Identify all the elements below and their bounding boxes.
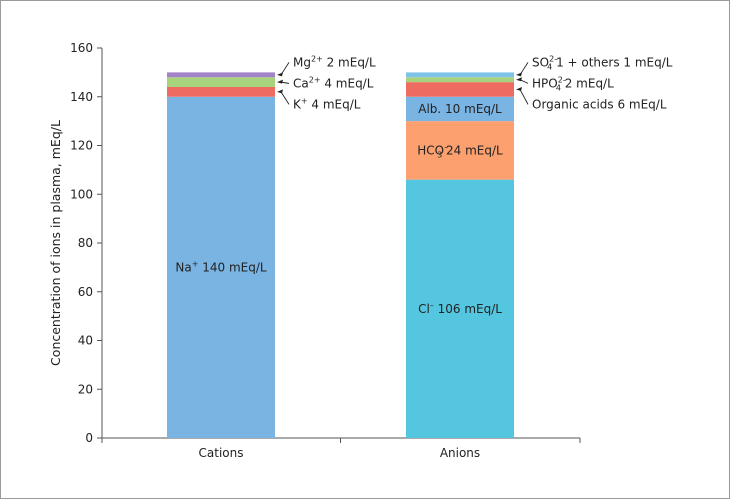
annotation-arrowhead [516, 77, 522, 82]
x-category-label: Anions [440, 446, 480, 460]
bar-segment-alb- [406, 96, 514, 122]
y-tick-label: 60 [78, 285, 93, 299]
bar-segment-hpo4-2- [406, 77, 514, 83]
bar-segment-organic-acids [406, 82, 514, 97]
annotation-arrowhead [516, 72, 522, 77]
annotation-label: Organic acids 6 mEq/L [532, 97, 667, 111]
annotation-label: K+ 4 mEq/L [293, 96, 361, 111]
y-tick-label: 140 [70, 90, 93, 104]
segment-label: HCO– 3 24 mEq/L [417, 142, 503, 159]
bar-segment-k- [167, 87, 275, 97]
annotation-leader [519, 89, 529, 105]
annotation-arrowhead [277, 72, 283, 77]
y-tick-label: 20 [78, 382, 93, 396]
y-tick-label: 120 [70, 139, 93, 153]
bar-segment-cl- [406, 179, 514, 438]
y-axis-title: Concentration of ions in plasma, mEq/L [48, 120, 63, 366]
segment-label: Alb. 10 mEq/L [418, 102, 502, 116]
y-tick-label: 100 [70, 187, 93, 201]
bar-segment-hco3- [406, 121, 514, 180]
bar-segment-na- [167, 96, 275, 438]
annotation-arrowhead [277, 79, 283, 84]
bar-segment-so4-2-others [406, 72, 514, 78]
x-category-label: Cations [199, 446, 244, 460]
annotation-label: HPO2– 4 2 mEq/L [532, 75, 614, 92]
annotation-label: Ca2+ 4 mEq/L [293, 75, 374, 90]
annotation-leader [519, 79, 529, 84]
annotation-leader [280, 81, 290, 84]
annotation-label: SO2– 4 1 + others 1 mEq/L [532, 54, 673, 71]
annotation-arrowhead [516, 86, 522, 91]
y-tick-label: 0 [85, 431, 93, 445]
y-tick-label: 40 [78, 334, 93, 348]
annotation-leader [280, 91, 290, 105]
y-tick-label: 80 [78, 236, 93, 250]
bar-segment-mg2- [167, 72, 275, 78]
bar-segment-ca2- [167, 77, 275, 87]
segment-label: Cl– 106 mEq/L [418, 301, 502, 316]
segment-label: Na+ 140 mEq/L [175, 259, 267, 274]
y-tick-label: 160 [70, 41, 93, 55]
annotation-arrowhead [277, 89, 283, 94]
annotation-label: Mg2+ 2 mEq/L [293, 54, 376, 69]
